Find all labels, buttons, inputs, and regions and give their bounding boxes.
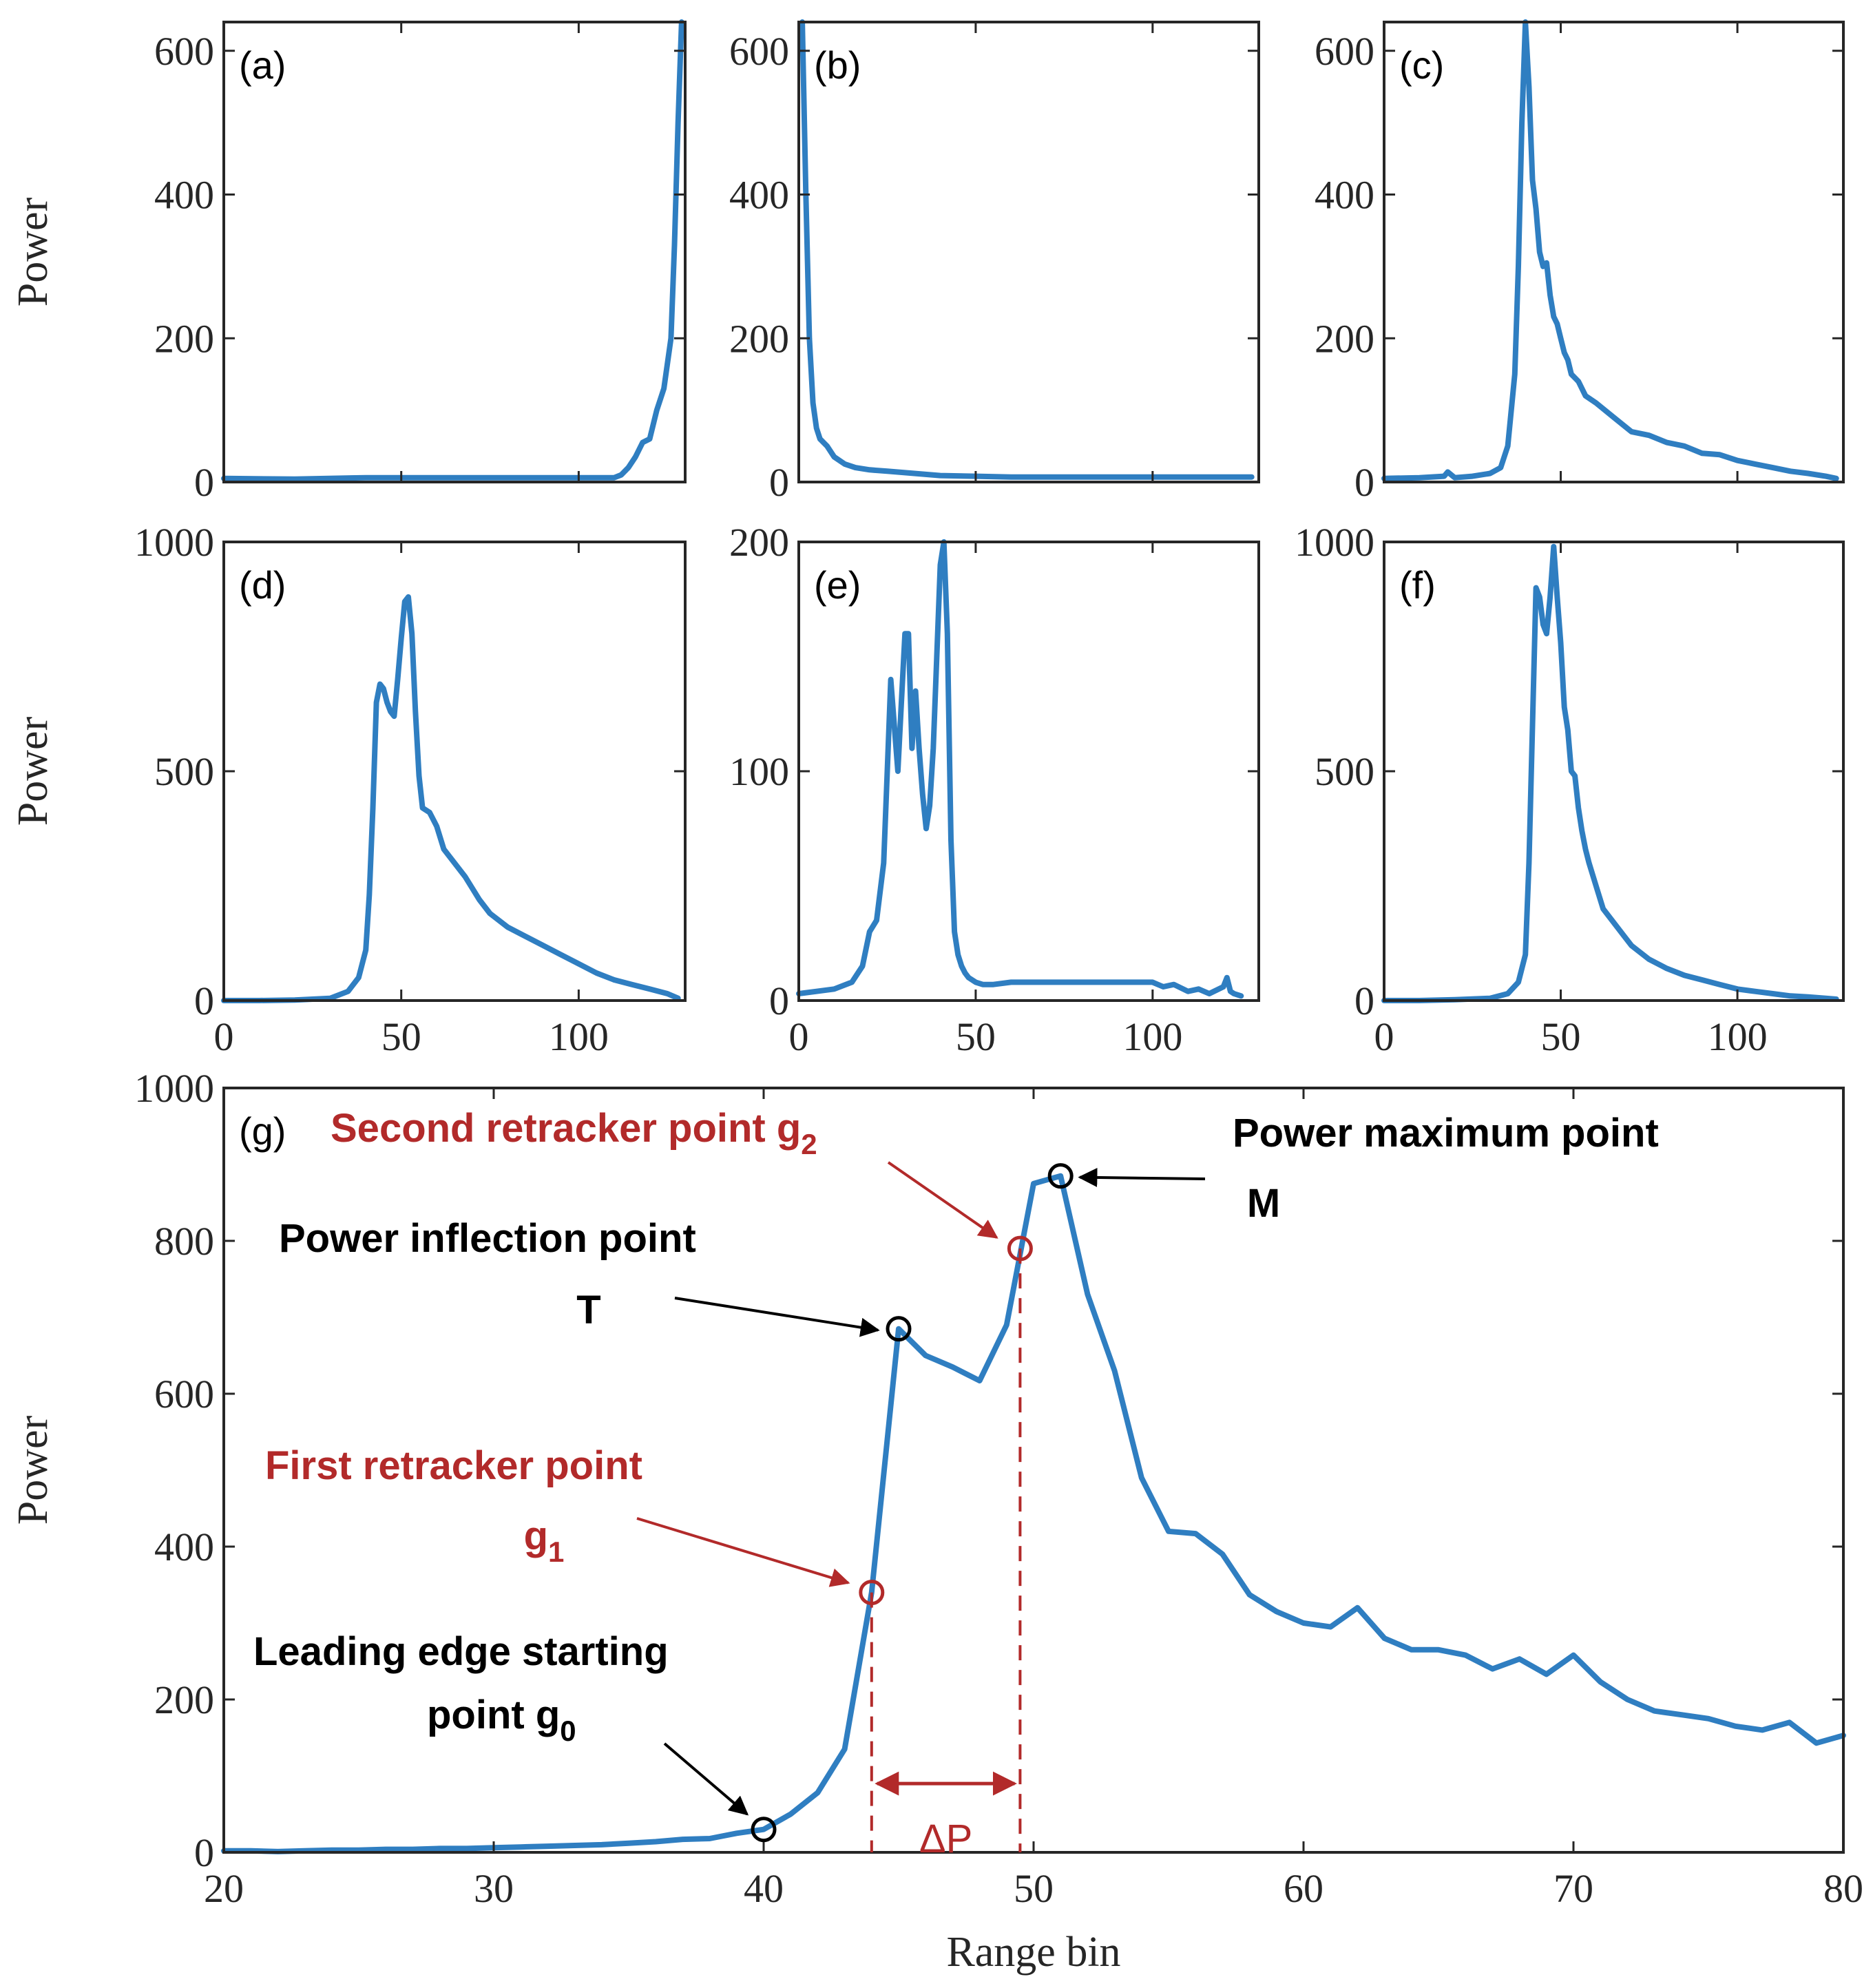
panel-e: 0 100 200 0 50 100 (e) [729,520,1260,1059]
second-retracker-label: Second retracker point g2 [331,1106,817,1160]
inflection-point-marker [886,1316,912,1342]
y-tick-label: 0 [1354,460,1374,505]
leading-edge-label: Leading edge starting [253,1629,669,1674]
x-tick-label: 0 [214,1014,234,1059]
delta-label: ΔP [919,1817,972,1861]
panel-label: (f) [1399,563,1436,607]
x-tick-label: 40 [744,1866,784,1911]
inflection-point-arrow [674,1297,880,1337]
panel-label: (c) [1399,43,1444,87]
inflection-point-label: Power inflection point [279,1216,696,1261]
leading-edge-arrow [663,1742,749,1816]
leading-edge-label2: point g0 [427,1693,576,1747]
series-line-waveform [221,19,684,482]
y-tick-label: 1000 [134,520,214,565]
x-tick-label: 0 [789,1014,809,1059]
first-retracker-arrow [636,1517,850,1587]
first-retracker-label: First retracker point [265,1443,642,1488]
y-tick-label: 1000 [1295,520,1374,565]
y-tick-label: 200 [1315,316,1374,361]
panel-label: (g) [239,1109,286,1153]
series-line-waveform [799,19,1255,480]
y-tick-label: 600 [154,29,214,74]
first-retracker-marker [859,1580,885,1606]
panel-label: (b) [814,43,861,87]
y-tick-label: 600 [1315,29,1374,74]
y-tick-label: 100 [729,749,789,794]
max-point-sub: M [1247,1181,1280,1226]
y-axis-title: Power [10,1415,56,1525]
y-tick-label: 400 [154,173,214,218]
x-tick-label: 80 [1823,1866,1863,1911]
panel-c: 0 200 400 600 (c) [1315,19,1845,505]
y-tick-label: 200 [154,1677,214,1722]
first-retracker-sub: g1 [524,1514,565,1568]
x-tick-label: 100 [549,1014,609,1059]
y-tick-label: 400 [729,173,789,218]
y-tick-label: 600 [154,1372,214,1416]
y-tick-label: 0 [769,460,789,505]
panel-label: (e) [814,563,861,607]
x-tick-label: 50 [956,1014,996,1059]
x-tick-label: 0 [1374,1014,1394,1059]
y-tick-label: 200 [729,316,789,361]
inflection-point-sub: T [576,1288,600,1332]
max-point-arrow [1078,1167,1206,1187]
max-point-marker [1047,1163,1074,1189]
y-tick-label: 0 [194,460,214,505]
leading-edge-marker [751,1817,777,1843]
panel-a: 0 200 400 600 (a) Power [10,19,687,505]
panel-f: 0 500 1000 0 50 100 (f) [1295,520,1845,1059]
y-tick-label: 200 [154,316,214,361]
y-tick-label: 400 [1315,173,1374,218]
x-tick-label: 20 [204,1866,244,1911]
y-tick-label: 0 [1354,979,1374,1023]
y-tick-label: 0 [194,979,214,1023]
y-axis-title: Power [10,716,56,826]
axes-frame [222,541,687,1002]
panel-g: 0 200 400 600 800 1000 20 30 40 50 60 70 80 (g) Power R… [10,1066,1863,1976]
y-tick-label: 600 [729,29,789,74]
x-tick-label: 100 [1708,1014,1768,1059]
x-tick-label: 50 [1541,1014,1581,1059]
series-line-waveform [1381,19,1839,481]
x-tick-label: 60 [1284,1866,1323,1911]
axes-frame [222,21,687,483]
max-point-label: Power maximum point [1233,1111,1659,1155]
x-tick-label: 50 [381,1014,421,1059]
panel-label: (a) [239,43,286,87]
axes-frame [1383,21,1845,483]
panel-d: 0 500 1000 0 50 100 (d) Power [10,520,687,1059]
y-tick-label: 500 [1315,749,1374,794]
series-line-waveform [796,539,1244,999]
x-tick-label: 30 [474,1866,514,1911]
series-line-waveform [221,1173,1846,1854]
y-tick-label: 500 [154,749,214,794]
axes-frame [797,21,1260,483]
x-tick-label: 70 [1553,1866,1593,1911]
second-retracker-arrow [887,1161,998,1239]
panel-label: (d) [239,563,286,607]
series-line-waveform [1381,543,1839,1003]
axes-frame [1383,541,1845,1002]
panel-b: 0 200 400 600 (b) [729,19,1260,505]
y-tick-label: 0 [769,979,789,1023]
y-tick-label: 200 [729,520,789,565]
x-tick-label: 50 [1014,1866,1054,1911]
y-axis-title: Power [10,197,56,306]
y-tick-label: 0 [194,1830,214,1875]
y-tick-label: 800 [154,1219,214,1264]
series-line-waveform [221,594,681,1003]
y-tick-label: 1000 [134,1066,214,1111]
x-axis-title: Range bin [946,1929,1120,1976]
second-retracker-marker [1007,1235,1033,1262]
x-tick-label: 100 [1122,1014,1182,1059]
y-tick-label: 400 [154,1525,214,1569]
